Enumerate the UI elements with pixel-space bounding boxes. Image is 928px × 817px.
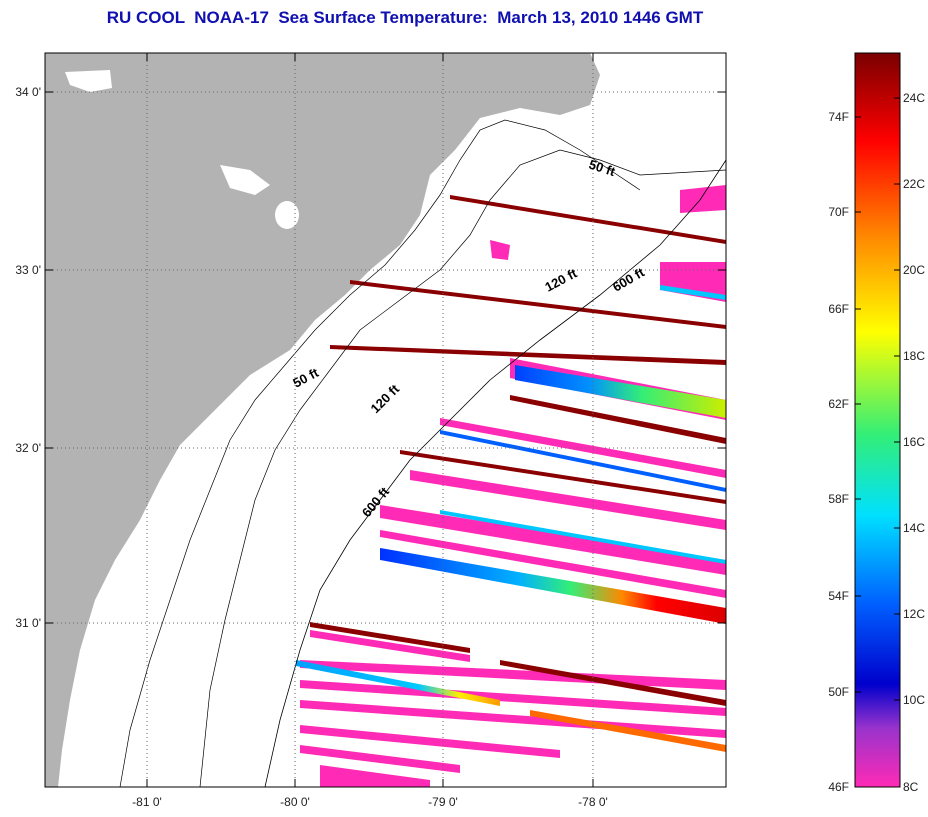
colorbar-f-label: 54F xyxy=(828,589,849,603)
contour-50ft xyxy=(119,119,641,787)
grid-lines xyxy=(45,53,726,787)
colorbar-f-label: 70F xyxy=(828,205,849,219)
sst-band xyxy=(660,285,726,300)
lon-tick-label: -79 0' xyxy=(428,795,458,809)
sst-band xyxy=(530,710,726,752)
colorbar-c-label: 18C xyxy=(903,349,925,363)
colorbar-c-label: 12C xyxy=(903,607,925,621)
map-border xyxy=(44,52,727,788)
contour-600ft xyxy=(264,159,726,787)
lat-tick-label: 31 0' xyxy=(15,616,41,630)
land-mass xyxy=(45,53,600,787)
sst-band xyxy=(515,365,726,418)
sst-band xyxy=(296,660,500,706)
sst-band xyxy=(440,430,726,492)
colorbar xyxy=(854,52,901,788)
lon-tick-label: -80 0' xyxy=(280,795,310,809)
contour-120ft xyxy=(199,149,726,787)
colorbar-c-label: 8C xyxy=(903,780,919,794)
colorbar-c-label: 20C xyxy=(903,263,925,277)
lon-tick-label: -81 0' xyxy=(132,795,162,809)
colorbar-c-label: 14C xyxy=(903,521,925,535)
colorbar-f-label: 66F xyxy=(828,302,849,316)
lon-tick-label: -78 0' xyxy=(578,795,608,809)
lat-tick-label: 34 0' xyxy=(15,85,41,99)
colorbar-c-label: 22C xyxy=(903,177,925,191)
colorbar-f-label: 58F xyxy=(828,492,849,506)
land-gap xyxy=(220,165,270,195)
sst-patch xyxy=(490,240,510,260)
colorbar-f-label: 74F xyxy=(828,110,849,124)
colorbar-c-label: 24C xyxy=(903,91,925,105)
land-gap xyxy=(65,70,112,92)
sst-band xyxy=(440,510,726,564)
lat-tick-label: 32 0' xyxy=(15,441,41,455)
lat-tick-label: 33 0' xyxy=(15,263,41,277)
colorbar-f-label: 46F xyxy=(828,780,849,794)
colorbar-c-label: 16C xyxy=(903,435,925,449)
sst-swaths-warm xyxy=(310,195,726,706)
land-gap xyxy=(275,201,299,229)
map-title: RU COOL NOAA-17 Sea Surface Temperature:… xyxy=(106,8,704,27)
colorbar-c-label: 10C xyxy=(903,693,925,707)
colorbar-f-label: 62F xyxy=(828,397,849,411)
colorbar-ticks xyxy=(855,97,900,701)
colorbar-f-label: 50F xyxy=(828,685,849,699)
tick-marks xyxy=(45,53,726,787)
sst-band xyxy=(380,548,726,624)
